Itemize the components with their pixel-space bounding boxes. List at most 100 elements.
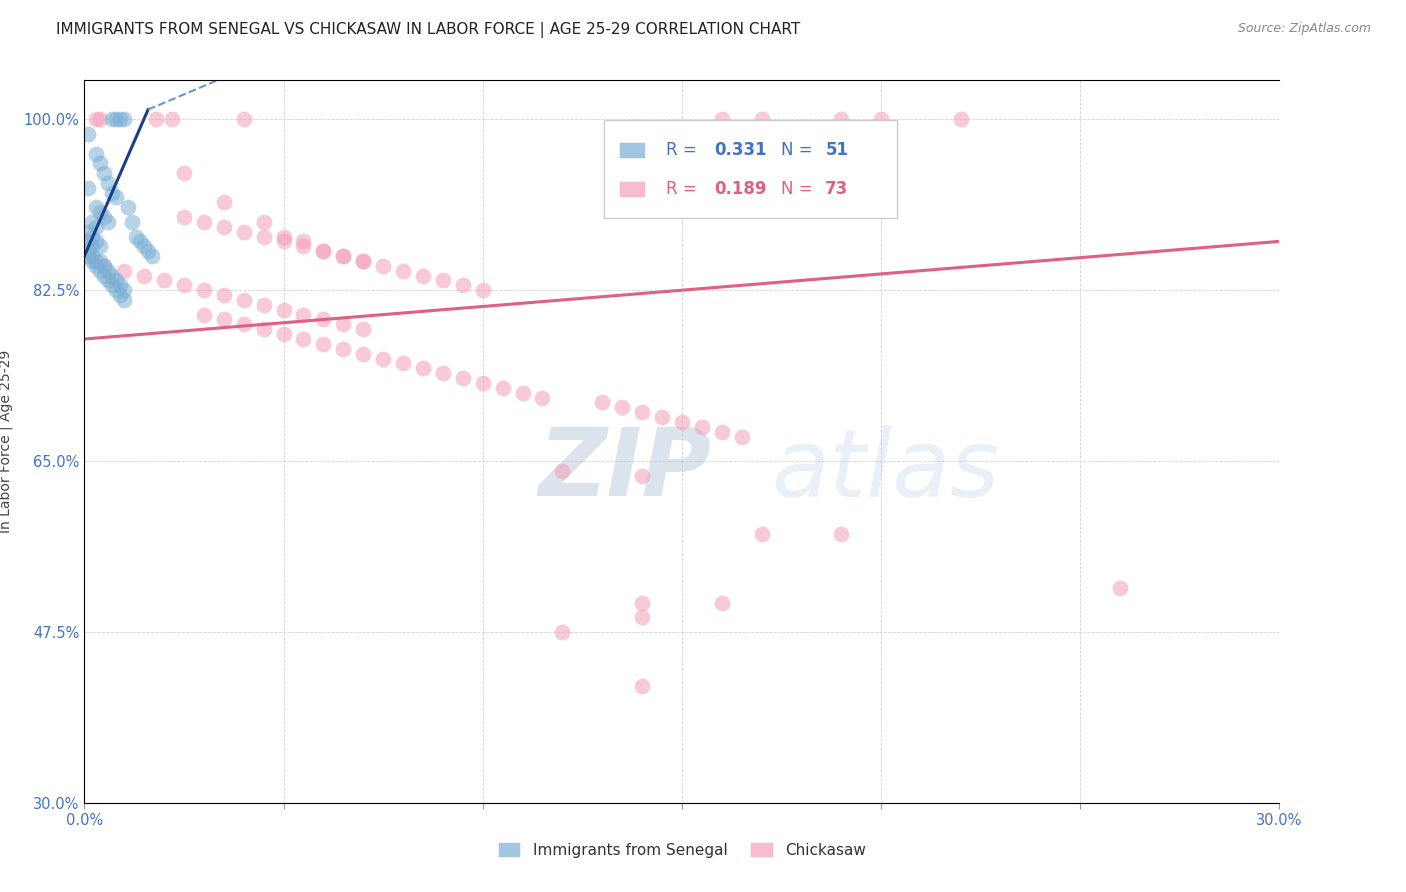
Point [173, 210, 195, 224]
Point [101, 186, 124, 200]
Point [110, 278, 132, 293]
Point [352, 254, 374, 268]
FancyBboxPatch shape [605, 120, 897, 218]
Point [651, 410, 673, 425]
Point [86, 259, 108, 273]
Point [212, 219, 235, 234]
Point [731, 430, 754, 444]
Point [631, 679, 654, 693]
Point [97, 263, 120, 277]
Text: R =: R = [666, 179, 703, 198]
Point [110, 288, 132, 302]
Point [273, 327, 295, 342]
Y-axis label: In Labor Force | Age 25-29: In Labor Force | Age 25-29 [0, 350, 13, 533]
Point [332, 249, 354, 263]
Point [141, 249, 163, 263]
Point [332, 342, 354, 356]
Text: N =: N = [782, 141, 818, 160]
Point [292, 332, 315, 346]
Point [392, 356, 415, 370]
Point [173, 278, 195, 293]
FancyBboxPatch shape [619, 181, 645, 196]
Point [551, 464, 574, 478]
Point [830, 527, 852, 541]
Point [193, 308, 215, 322]
Point [89, 156, 111, 170]
Text: ZIP: ZIP [538, 425, 711, 516]
Point [830, 112, 852, 127]
Point [352, 322, 374, 336]
Point [451, 371, 474, 385]
Point [105, 190, 128, 204]
Point [86, 200, 108, 214]
Point [101, 278, 124, 293]
Point [93, 259, 115, 273]
FancyBboxPatch shape [619, 143, 645, 158]
Point [312, 312, 335, 326]
Point [93, 268, 115, 283]
Point [432, 366, 454, 380]
Point [89, 112, 111, 127]
Point [432, 273, 454, 287]
Point [531, 391, 554, 405]
Point [273, 229, 295, 244]
Point [631, 610, 654, 624]
Point [551, 624, 574, 639]
Point [77, 249, 100, 263]
Point [212, 288, 235, 302]
Point [101, 112, 124, 127]
Point [121, 215, 143, 229]
Point [232, 225, 254, 239]
Point [145, 112, 167, 127]
Text: 73: 73 [825, 179, 849, 198]
Point [112, 293, 135, 307]
Point [631, 596, 654, 610]
Point [352, 346, 374, 360]
Point [193, 215, 215, 229]
Point [89, 263, 111, 277]
Point [77, 127, 100, 141]
Point [160, 112, 183, 127]
Point [93, 166, 115, 180]
Point [710, 425, 733, 439]
Point [82, 229, 104, 244]
Point [253, 298, 276, 312]
Point [1109, 581, 1132, 595]
Point [273, 302, 295, 317]
Point [93, 259, 115, 273]
Point [253, 229, 276, 244]
Text: 0.189: 0.189 [714, 179, 766, 198]
Point [112, 283, 135, 297]
Point [412, 361, 434, 376]
Point [392, 263, 415, 277]
Point [193, 283, 215, 297]
Point [312, 244, 335, 259]
Point [132, 239, 156, 253]
Point [97, 176, 120, 190]
Text: 51: 51 [825, 141, 848, 160]
Point [373, 351, 395, 366]
Point [631, 468, 654, 483]
Point [292, 235, 315, 249]
Text: R =: R = [666, 141, 703, 160]
Point [512, 385, 534, 400]
Point [471, 376, 494, 390]
Point [710, 112, 733, 127]
Point [132, 268, 156, 283]
Point [112, 263, 135, 277]
Point [93, 210, 115, 224]
Text: N =: N = [782, 179, 818, 198]
Point [232, 293, 254, 307]
Point [232, 318, 254, 332]
Point [89, 205, 111, 219]
Point [690, 420, 713, 434]
Point [129, 235, 152, 249]
Point [153, 273, 176, 287]
Point [173, 166, 195, 180]
Point [86, 219, 108, 234]
Point [89, 239, 111, 253]
Point [612, 401, 634, 415]
Point [82, 249, 104, 263]
Point [101, 268, 124, 283]
Point [591, 395, 613, 409]
